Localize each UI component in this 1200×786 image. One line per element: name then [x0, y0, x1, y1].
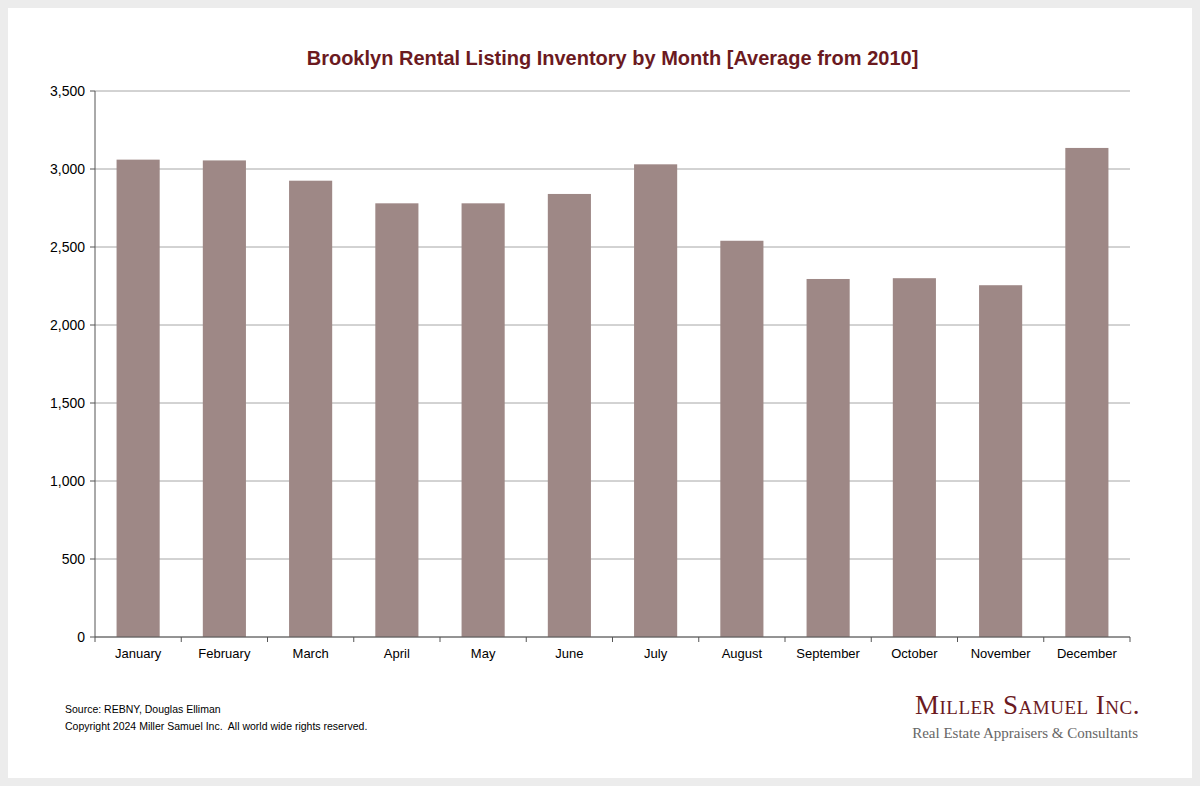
- y-tick: [90, 169, 95, 170]
- x-tick: [871, 637, 872, 642]
- copyright: Copyright 2024 Miller Samuel Inc. All wo…: [65, 720, 367, 732]
- card: [8, 8, 1192, 778]
- grid-line: [95, 559, 1130, 560]
- y-tick: [90, 91, 95, 92]
- bar: [203, 160, 246, 637]
- x-tick-label: February: [198, 646, 251, 661]
- x-tick-label: July: [644, 646, 668, 661]
- x-tick: [353, 637, 354, 642]
- bar: [1065, 148, 1108, 637]
- x-tick-label: October: [891, 646, 938, 661]
- bar: [979, 285, 1022, 637]
- y-tick: [90, 481, 95, 482]
- x-tick-label: December: [1057, 646, 1118, 661]
- x-tick-label: September: [796, 646, 860, 661]
- y-tick-label: 3,000: [50, 161, 85, 177]
- y-tick: [90, 247, 95, 248]
- bar: [117, 160, 160, 637]
- x-tick: [785, 637, 786, 642]
- bar: [807, 279, 850, 637]
- y-tick: [90, 403, 95, 404]
- grid-line: [95, 91, 1130, 92]
- y-tick-label: 2,000: [50, 317, 85, 333]
- y-tick-label: 3,500: [50, 83, 85, 99]
- chart: Brooklyn Rental Listing Inventory by Mon…: [0, 0, 1200, 786]
- y-tick-label: 0: [77, 629, 85, 645]
- logo-name: Miller Samuel Inc.: [915, 690, 1140, 720]
- title: Brooklyn Rental Listing Inventory by Mon…: [307, 47, 919, 69]
- bar: [720, 241, 763, 637]
- bar: [375, 203, 418, 637]
- x-tick-label: August: [722, 646, 763, 661]
- y-tick-label: 1,500: [50, 395, 85, 411]
- source: Source: REBNY, Douglas Elliman: [65, 703, 221, 715]
- grid-line: [95, 169, 1130, 170]
- y-tick: [90, 637, 95, 638]
- y-axis: [95, 91, 96, 637]
- x-tick: [526, 637, 527, 642]
- x-tick: [957, 637, 958, 642]
- grid-line: [95, 247, 1130, 248]
- x-tick-label: April: [384, 646, 410, 661]
- grid-line: [95, 325, 1130, 326]
- bar: [462, 203, 505, 637]
- x-tick: [1130, 637, 1131, 642]
- grid-line: [95, 403, 1130, 404]
- x-tick-label: June: [555, 646, 583, 661]
- bar: [893, 278, 936, 637]
- x-tick-label: November: [971, 646, 1032, 661]
- bars: [117, 148, 1109, 637]
- x-tick: [612, 637, 613, 642]
- y-tick: [90, 325, 95, 326]
- x-tick: [1043, 637, 1044, 642]
- y-tick: [90, 559, 95, 560]
- y-tick-label: 1,000: [50, 473, 85, 489]
- page: {"chart_data": {"type": "bar", "title": …: [0, 0, 1200, 786]
- x-tick-label: March: [293, 646, 329, 661]
- bar: [634, 164, 677, 637]
- y-tick-label: 2,500: [50, 239, 85, 255]
- x-tick-label: May: [471, 646, 496, 661]
- x-tick: [181, 637, 182, 642]
- x-tick: [440, 637, 441, 642]
- x-tick: [95, 637, 96, 642]
- grid-line: [95, 481, 1130, 482]
- bar: [289, 181, 332, 637]
- x-tick-label: January: [115, 646, 162, 661]
- x-tick: [698, 637, 699, 642]
- bar: [548, 194, 591, 637]
- logo-tagline: Real Estate Appraisers & Consultants: [912, 725, 1138, 741]
- y-tick-label: 500: [62, 551, 86, 567]
- x-tick: [267, 637, 268, 642]
